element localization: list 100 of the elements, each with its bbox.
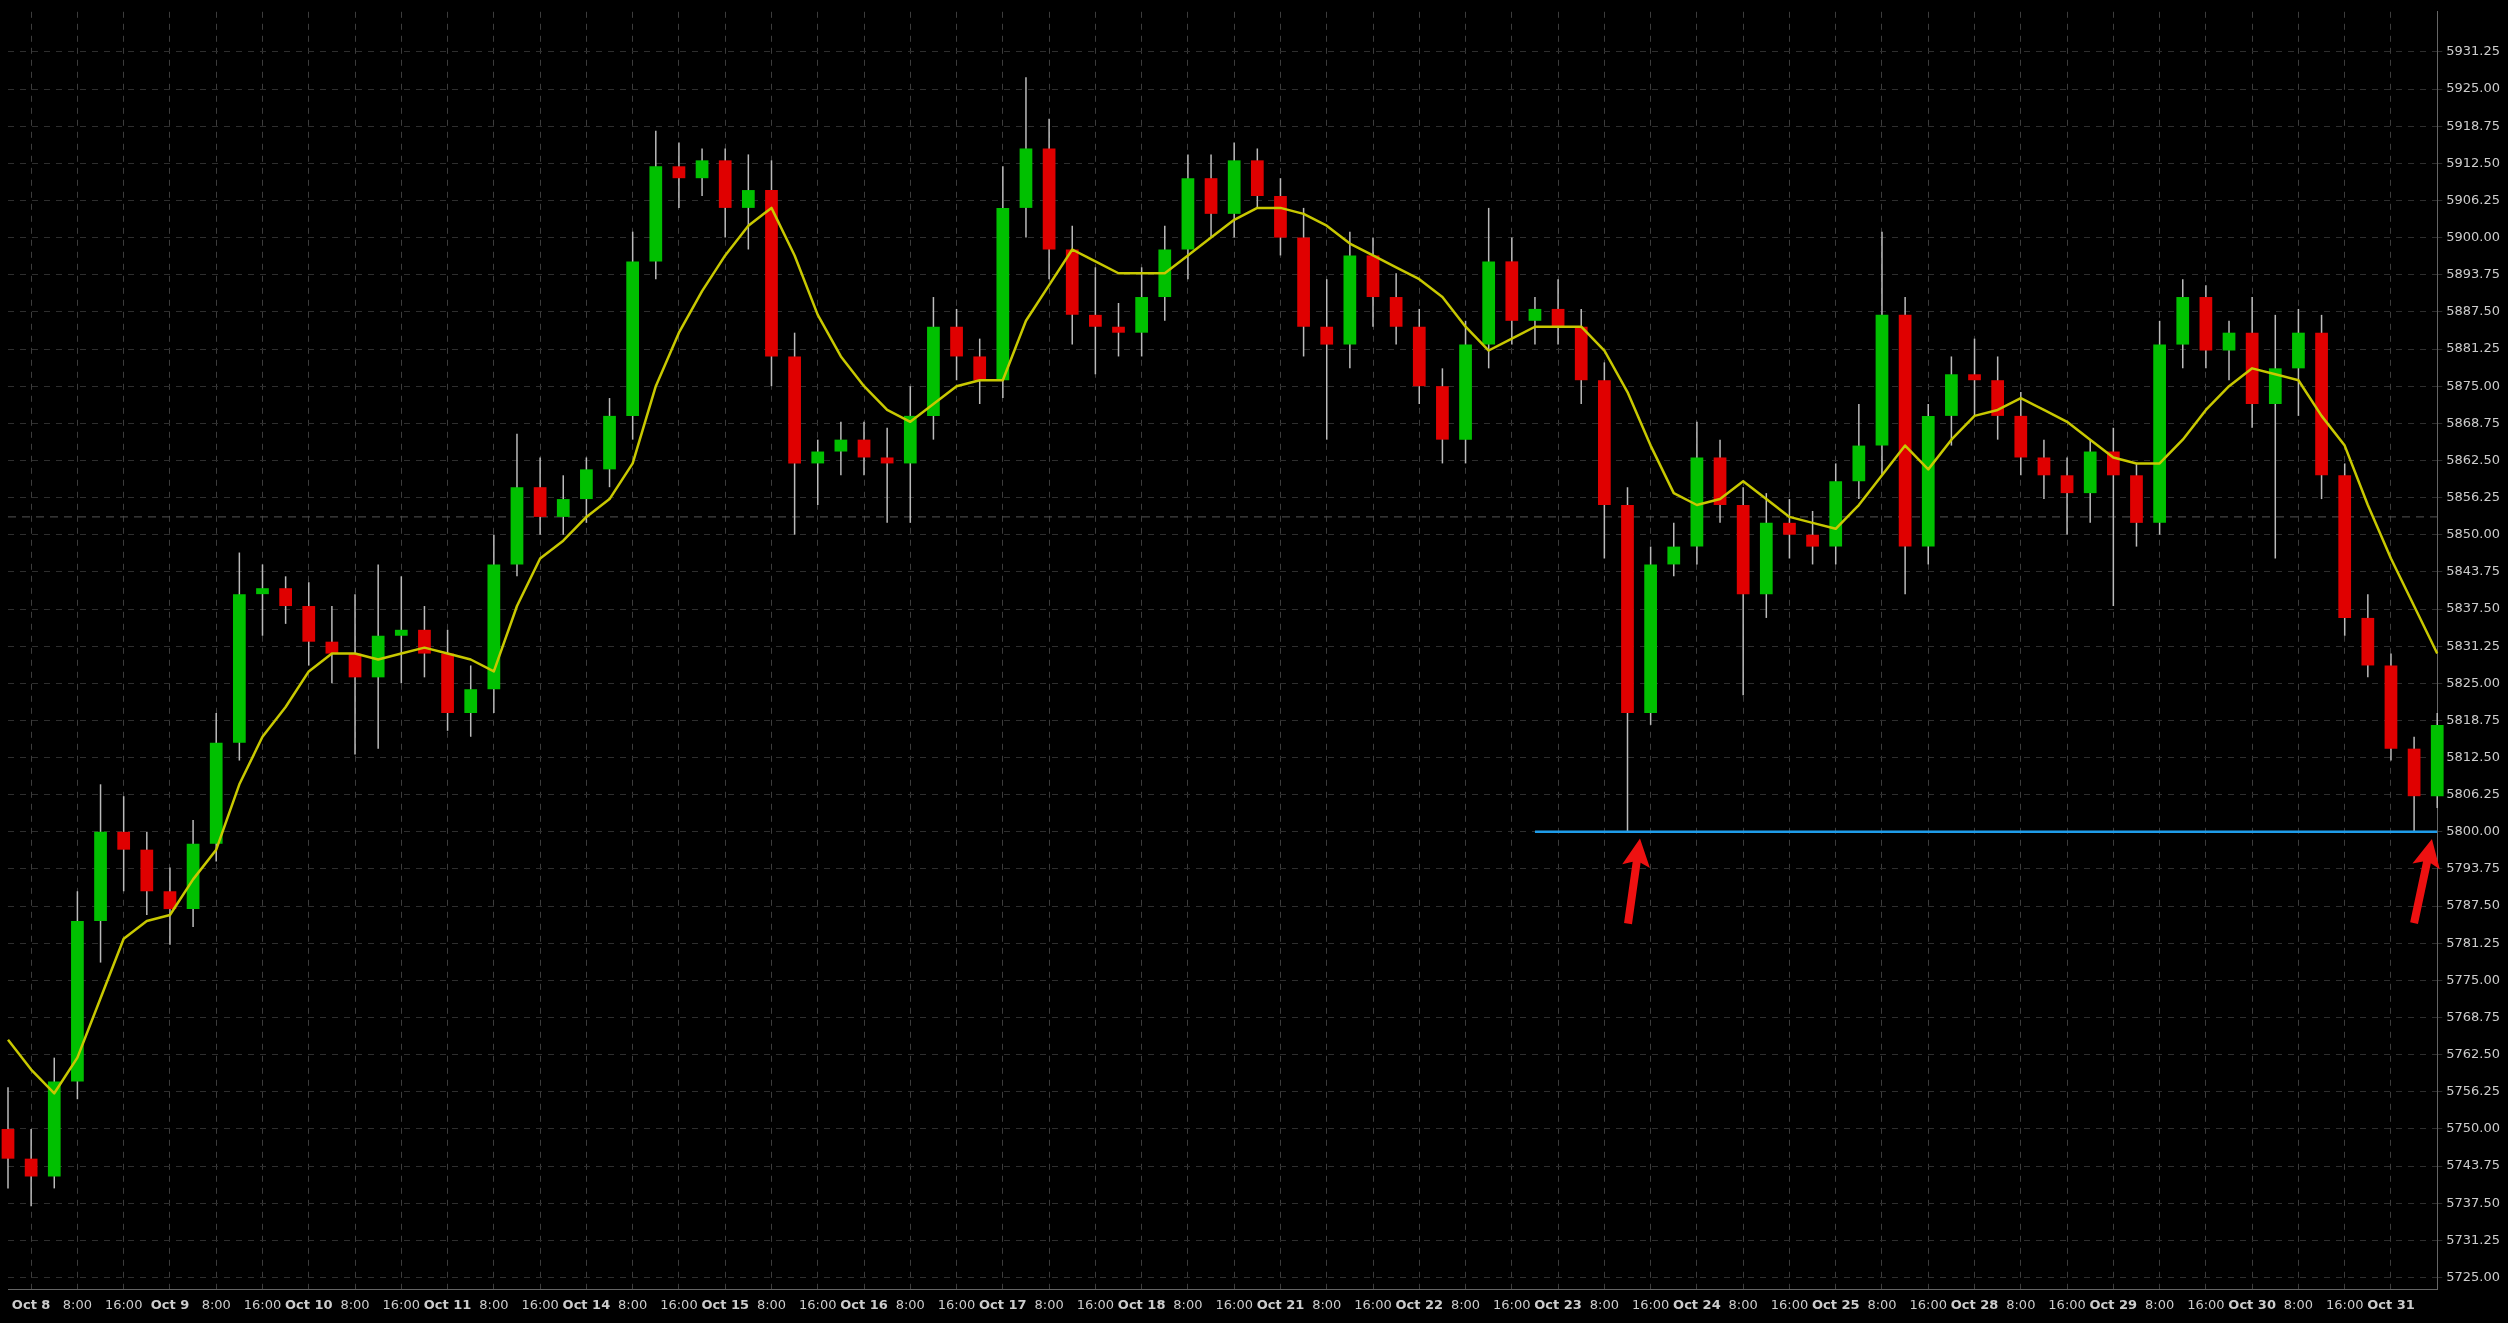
x-tick-label: Oct 25 [1811, 1296, 1860, 1312]
x-tick-label: 8:00 [1450, 1296, 1481, 1312]
y-tick-label: 5793.75 [2446, 860, 2501, 876]
y-tick-label: 5818.75 [2446, 711, 2501, 727]
x-tick-label: 8:00 [2283, 1296, 2314, 1312]
x-tick-label: Oct 28 [1950, 1296, 1999, 1312]
candlestick [556, 474, 570, 536]
candlestick [2060, 456, 2074, 536]
y-tick-label: 5893.75 [2446, 266, 2501, 282]
candlestick [1320, 278, 1334, 441]
x-tick-label: Oct 14 [562, 1296, 611, 1312]
x-tick-label: 16:00 [1493, 1296, 1531, 1312]
y-tick-label: 5812.50 [2446, 748, 2501, 764]
x-tick-label: 8:00 [1867, 1296, 1897, 1312]
candlestick [163, 866, 177, 946]
candlestick [811, 438, 825, 506]
candlestick [1112, 302, 1125, 358]
y-tick-label: 5825.00 [2446, 674, 2501, 690]
y-tick-label: 5906.25 [2446, 191, 2501, 207]
x-tick-label: 16:00 [1076, 1296, 1115, 1312]
y-tick-label: 5800.00 [2446, 823, 2501, 839]
candlestick [1667, 522, 1681, 578]
x-tick-label: Oct 11 [423, 1296, 472, 1312]
y-tick-label: 5743.75 [2446, 1157, 2501, 1173]
candlestick [1783, 498, 1796, 560]
x-tick-label: Oct 24 [1673, 1296, 1721, 1312]
x-tick-label: 8:00 [1589, 1296, 1619, 1312]
y-tick-label: 5881.25 [2446, 340, 2501, 356]
y-tick-label: 5750.00 [2446, 1120, 2501, 1136]
x-tick-label: 16:00 [2048, 1296, 2086, 1312]
y-tick-label: 5850.00 [2446, 526, 2501, 542]
x-tick-label: Oct 17 [979, 1296, 1027, 1312]
x-tick-label: Oct 8 [11, 1296, 51, 1312]
x-tick-label: 8:00 [895, 1296, 925, 1312]
x-tick-label: 16:00 [937, 1296, 976, 1312]
x-tick-label: 16:00 [2187, 1296, 2225, 1312]
candlestick [279, 575, 292, 625]
x-tick-label: 16:00 [521, 1296, 559, 1312]
x-tick-label: 16:00 [1215, 1296, 1253, 1312]
x-tick-label: 8:00 [618, 1296, 648, 1312]
x-tick-label: Oct 29 [2089, 1296, 2138, 1312]
x-tick-label: 16:00 [104, 1296, 143, 1312]
candlestick [973, 337, 987, 405]
candlestick [2222, 320, 2236, 381]
x-tick-label: 16:00 [1909, 1296, 1947, 1312]
candlestick [24, 1128, 38, 1207]
candlestick [672, 141, 686, 209]
y-tick-label: 5918.75 [2446, 117, 2501, 133]
x-tick-label: 16:00 [799, 1296, 837, 1312]
x-tick-label: 8:00 [201, 1296, 231, 1312]
candlestick [1968, 337, 1981, 417]
x-tick-label: 8:00 [2006, 1296, 2036, 1312]
y-tick-label: 5887.50 [2446, 303, 2501, 319]
y-tick-label: 5775.00 [2446, 971, 2501, 987]
candlestick [418, 605, 431, 679]
y-tick-label: 5762.50 [2446, 1046, 2501, 1062]
candlestick [695, 147, 709, 197]
x-tick-label: Oct 22 [1395, 1296, 1444, 1312]
y-tick-label: 5925.00 [2446, 80, 2501, 96]
x-tick-label: 16:00 [1354, 1296, 1392, 1312]
candlestick [394, 575, 408, 685]
x-tick-label: 16:00 [2325, 1296, 2364, 1312]
candlestick [117, 795, 131, 893]
x-tick-label: 8:00 [62, 1296, 93, 1312]
y-tick-label: 5731.25 [2446, 1231, 2501, 1247]
x-tick-label: Oct 23 [1534, 1296, 1582, 1312]
x-tick-label: 8:00 [479, 1296, 509, 1312]
y-tick-label: 5912.50 [2446, 154, 2501, 170]
x-tick-label: 16:00 [1770, 1296, 1809, 1312]
candlestick [1806, 510, 1819, 566]
x-tick-label: Oct 10 [284, 1296, 333, 1312]
x-tick-label: 16:00 [1631, 1296, 1670, 1312]
x-tick-label: 8:00 [1173, 1296, 1203, 1312]
y-tick-label: 5756.25 [2446, 1083, 2501, 1099]
x-tick-label: 8:00 [756, 1296, 787, 1312]
y-tick-label: 5875.00 [2446, 377, 2501, 393]
y-tick-label: 5806.25 [2446, 786, 2501, 802]
y-tick-label: 5856.25 [2446, 488, 2501, 504]
candlestick [880, 427, 894, 524]
y-tick-label: 5737.50 [2446, 1194, 2501, 1210]
x-tick-label: 8:00 [2145, 1296, 2175, 1312]
y-tick-label: 5862.50 [2446, 451, 2501, 467]
candlestick [2037, 438, 2051, 500]
x-tick-label: Oct 18 [1117, 1296, 1166, 1312]
candlestick [1528, 296, 1542, 346]
y-tick-label: 5843.75 [2446, 563, 2501, 579]
candlestick [834, 421, 848, 477]
x-tick-label: Oct 30 [2228, 1296, 2276, 1312]
candlestick [256, 563, 269, 637]
candlestick [464, 664, 478, 738]
x-tick-label: Oct 16 [840, 1296, 888, 1312]
y-tick-label: 5900.00 [2446, 228, 2501, 244]
x-tick-label: 8:00 [340, 1296, 370, 1312]
candlestick [741, 153, 755, 251]
y-tick-label: 5725.00 [2446, 1268, 2501, 1284]
y-tick-label: 5931.25 [2446, 43, 2501, 59]
y-tick-label: 5837.50 [2446, 600, 2501, 616]
x-tick-label: 16:00 [243, 1296, 282, 1312]
x-tick-label: Oct 21 [1256, 1296, 1305, 1312]
y-tick-label: 5781.25 [2446, 934, 2501, 950]
